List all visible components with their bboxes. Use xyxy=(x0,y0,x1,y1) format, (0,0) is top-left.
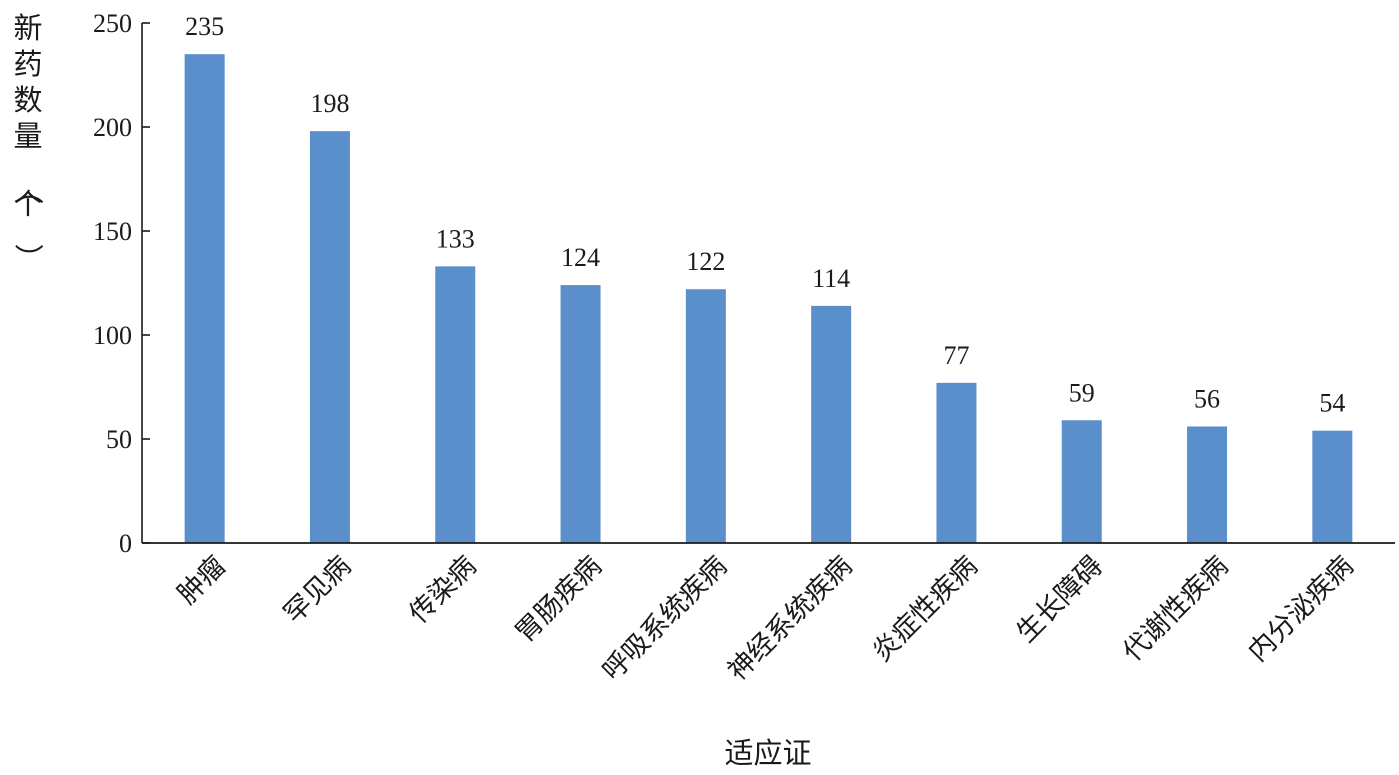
y-tick-label: 250 xyxy=(93,9,132,38)
bar xyxy=(1061,420,1102,543)
bar xyxy=(309,131,350,543)
x-tick-label: 内分泌疾病 xyxy=(1242,550,1359,667)
x-tick-label: 肿瘤 xyxy=(172,550,231,609)
x-tick-label-group: 胃肠疾病 xyxy=(510,550,608,648)
x-tick-label-group: 罕见病 xyxy=(278,550,356,628)
y-axis-title-char: ） xyxy=(11,243,43,272)
bar xyxy=(936,382,977,543)
bar xyxy=(685,289,726,543)
bar xyxy=(435,266,476,543)
y-axis: 0 50 100 150 200 250 xyxy=(93,9,150,558)
data-label: 56 xyxy=(1194,385,1220,414)
bar xyxy=(811,305,852,543)
x-tick-label-group: 生长障碍 xyxy=(1011,550,1109,648)
x-tick-label-group: 呼吸系统疾病 xyxy=(597,550,733,686)
bar xyxy=(1312,430,1353,543)
data-label: 122 xyxy=(686,247,725,276)
svg-text:（: （ xyxy=(11,175,43,204)
data-label: 114 xyxy=(812,264,850,293)
y-tick-label: 200 xyxy=(93,113,132,142)
x-tick-label-group: 传染病 xyxy=(403,550,481,628)
x-tick-label-group: 炎症性疾病 xyxy=(866,550,983,667)
x-tick-label: 代谢性疾病 xyxy=(1117,550,1234,667)
y-tick-label: 100 xyxy=(93,321,132,350)
x-tick-label-group: 代谢性疾病 xyxy=(1117,550,1234,667)
x-tick-label: 胃肠疾病 xyxy=(510,550,608,648)
data-label: 235 xyxy=(185,12,224,41)
x-tick-label: 神经系统疾病 xyxy=(722,550,858,686)
y-axis-title-char: 个 xyxy=(13,189,42,221)
y-tick-label: 150 xyxy=(93,217,132,246)
bar xyxy=(184,54,225,543)
x-tick-label: 炎症性疾病 xyxy=(866,550,983,667)
x-tick-label: 呼吸系统疾病 xyxy=(597,550,733,686)
y-axis-title-char: （ xyxy=(11,175,43,204)
bar xyxy=(1187,426,1228,543)
y-axis-title-char: 药 xyxy=(13,48,42,81)
bars xyxy=(184,54,1353,543)
x-tick-label-group: 内分泌疾病 xyxy=(1242,550,1359,667)
data-label: 59 xyxy=(1069,378,1095,407)
x-axis-title: 适应证 xyxy=(724,737,811,770)
x-tick-label: 生长障碍 xyxy=(1011,550,1109,648)
data-label: 198 xyxy=(310,89,349,118)
x-tick-label: 罕见病 xyxy=(278,550,356,628)
x-tick-label-group: 神经系统疾病 xyxy=(722,550,858,686)
y-tick-label: 50 xyxy=(106,425,132,454)
y-tick-label: 0 xyxy=(119,529,132,558)
svg-text:）: ） xyxy=(11,243,43,272)
data-labels: 235 198 133 124 122 114 77 59 56 54 xyxy=(185,12,1345,417)
data-label: 77 xyxy=(943,341,969,370)
data-label: 124 xyxy=(561,243,600,272)
y-axis-title-char: 新 xyxy=(13,12,42,45)
x-tick-label-group: 肿瘤 xyxy=(172,550,231,609)
x-tick-label: 传染病 xyxy=(403,550,481,628)
y-axis-title-char: 量 xyxy=(13,121,42,153)
data-label: 133 xyxy=(436,224,475,253)
y-axis-title-char: 数 xyxy=(13,84,42,117)
bar xyxy=(560,285,601,543)
data-label: 54 xyxy=(1319,389,1345,418)
